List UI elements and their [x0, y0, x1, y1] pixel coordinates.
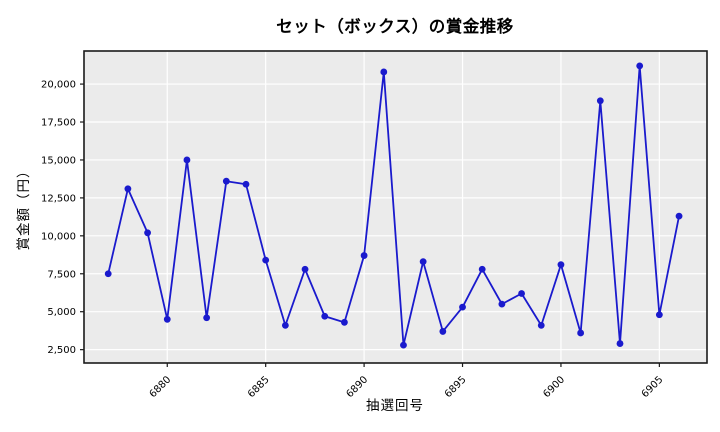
data-point — [537, 321, 545, 329]
data-point — [577, 329, 585, 337]
data-point — [596, 97, 604, 105]
data-point — [281, 321, 289, 329]
data-point — [222, 177, 230, 185]
data-point — [459, 303, 466, 311]
data-point — [104, 270, 112, 278]
data-point — [124, 185, 132, 193]
x-tick-label: 6905 — [640, 374, 666, 400]
plot-background — [84, 51, 707, 363]
data-point — [144, 229, 151, 237]
y-tick-label: 20,000 — [41, 80, 76, 91]
data-point — [163, 315, 171, 323]
y-axis-label: 賞金額（円） — [16, 163, 32, 251]
plot-border — [83, 50, 708, 364]
data-point — [360, 252, 368, 259]
data-point — [655, 311, 663, 319]
x-tick-label: 6895 — [443, 374, 469, 400]
y-tick-label: 5,000 — [47, 307, 76, 318]
data-point — [636, 62, 644, 70]
data-point — [262, 256, 270, 264]
data-point — [321, 312, 329, 320]
chart-title: セット（ボックス）の賞金推移 — [276, 17, 514, 36]
x-tick-label: 6880 — [148, 374, 174, 400]
y-tick-label: 12,500 — [41, 193, 76, 204]
data-point — [518, 290, 525, 297]
data-point — [242, 180, 250, 188]
data-point — [380, 68, 388, 76]
y-tick-label: 17,500 — [41, 118, 76, 129]
y-tick-label: 7,500 — [47, 269, 76, 280]
data-point — [557, 261, 565, 269]
x-tick-label: 6885 — [246, 374, 272, 400]
y-tick-label: 15,000 — [41, 155, 76, 166]
data-point — [439, 328, 447, 335]
data-point — [616, 340, 624, 347]
data-point — [478, 265, 486, 273]
data-point — [301, 265, 309, 273]
data-point — [498, 300, 506, 308]
data-point — [183, 156, 191, 164]
x-axis-label: 抽選回号 — [366, 398, 424, 414]
y-tick-label: 2,500 — [47, 345, 76, 356]
y-tick-label: 10,000 — [41, 231, 76, 242]
data-point — [341, 318, 348, 326]
data-point — [419, 258, 427, 266]
line-series — [107, 64, 680, 346]
data-point — [400, 341, 407, 349]
data-point — [203, 314, 211, 322]
data-point — [675, 212, 683, 220]
x-tick-label: 6900 — [541, 374, 567, 400]
